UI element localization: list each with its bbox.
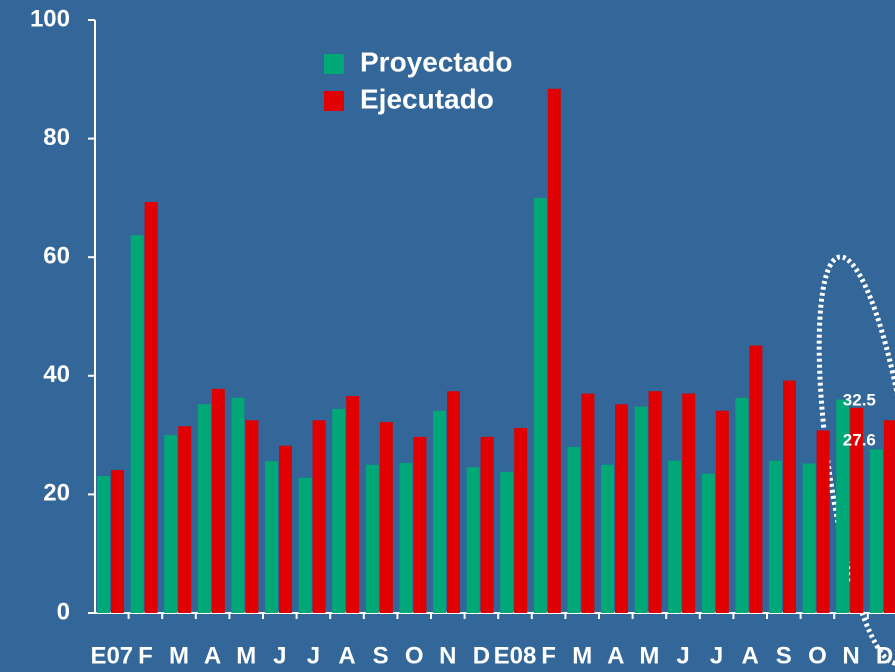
x-tick-label: F [138,642,153,669]
bar [547,88,561,613]
bar [211,388,225,613]
x-tick-label: F [541,642,556,669]
legend-swatch [324,54,344,74]
x-tick-label: S [776,642,792,669]
bar [245,420,259,613]
x-tick-label: S [373,642,389,669]
bar [365,464,379,613]
bar [668,460,682,613]
x-tick-label: M [572,642,592,669]
bar [802,463,816,613]
x-tick-label: D [473,642,490,669]
bar [164,435,178,613]
bar [279,445,292,613]
bar [500,471,514,613]
bar [111,470,124,613]
x-tick-label: J [710,642,723,669]
x-tick-label: J [307,642,320,669]
bar [265,461,278,613]
x-tick-label: J [273,642,286,669]
bar [433,410,446,613]
bar [634,406,648,613]
x-tick-label: O [808,642,827,669]
bar [648,391,662,613]
bar [816,430,830,613]
x-tick-label: A [607,642,624,669]
bar [346,395,360,613]
data-label: 32.5 [843,390,876,409]
bar [514,427,528,613]
bar [715,410,729,613]
bar [332,409,346,613]
bar [399,462,413,613]
bar [783,380,796,613]
bar [379,422,393,613]
y-tick-label: 80 [43,124,70,151]
x-tick-label: M [236,642,256,669]
x-tick-label: E07 [90,642,133,669]
bar [836,399,850,613]
bar [735,397,749,613]
bar [144,202,158,613]
data-label: 27.6 [843,430,876,449]
y-tick-label: 100 [30,5,70,32]
y-tick-label: 40 [43,361,70,388]
legend-swatch [324,91,344,111]
highlight-ellipse [816,254,895,666]
x-tick-label: D [876,642,893,669]
legend-label: Proyectado [360,46,513,77]
x-tick-label: A [338,642,355,669]
bar [701,473,715,613]
bar [533,197,547,613]
legend-label: Ejecutado [360,83,494,114]
bar [231,397,245,613]
x-tick-label: J [676,642,689,669]
bar [312,420,326,613]
bar [480,436,494,613]
x-tick-label: M [639,642,659,669]
x-tick-label: N [842,642,859,669]
x-tick-label: O [405,642,424,669]
bar [883,420,895,613]
bar [850,407,864,613]
bar [869,449,883,613]
bar [298,477,312,613]
x-tick-label: A [742,642,759,669]
bar [581,393,595,613]
x-tick-label: N [439,642,456,669]
y-tick-label: 60 [43,243,70,270]
bar [97,476,110,613]
bar [567,446,581,613]
bar [178,426,192,613]
bar [682,393,696,613]
bar [615,404,628,613]
x-tick-label: E08 [494,642,537,669]
bar [447,391,460,613]
bar [413,436,427,613]
bar [749,345,763,613]
bar [130,235,144,613]
x-tick-label: M [169,642,189,669]
bar [601,464,614,613]
bar [197,404,211,613]
y-tick-label: 0 [57,598,70,625]
x-tick-label: A [204,642,221,669]
bar [466,467,480,613]
bar [769,460,782,613]
y-tick-label: 20 [43,480,70,507]
